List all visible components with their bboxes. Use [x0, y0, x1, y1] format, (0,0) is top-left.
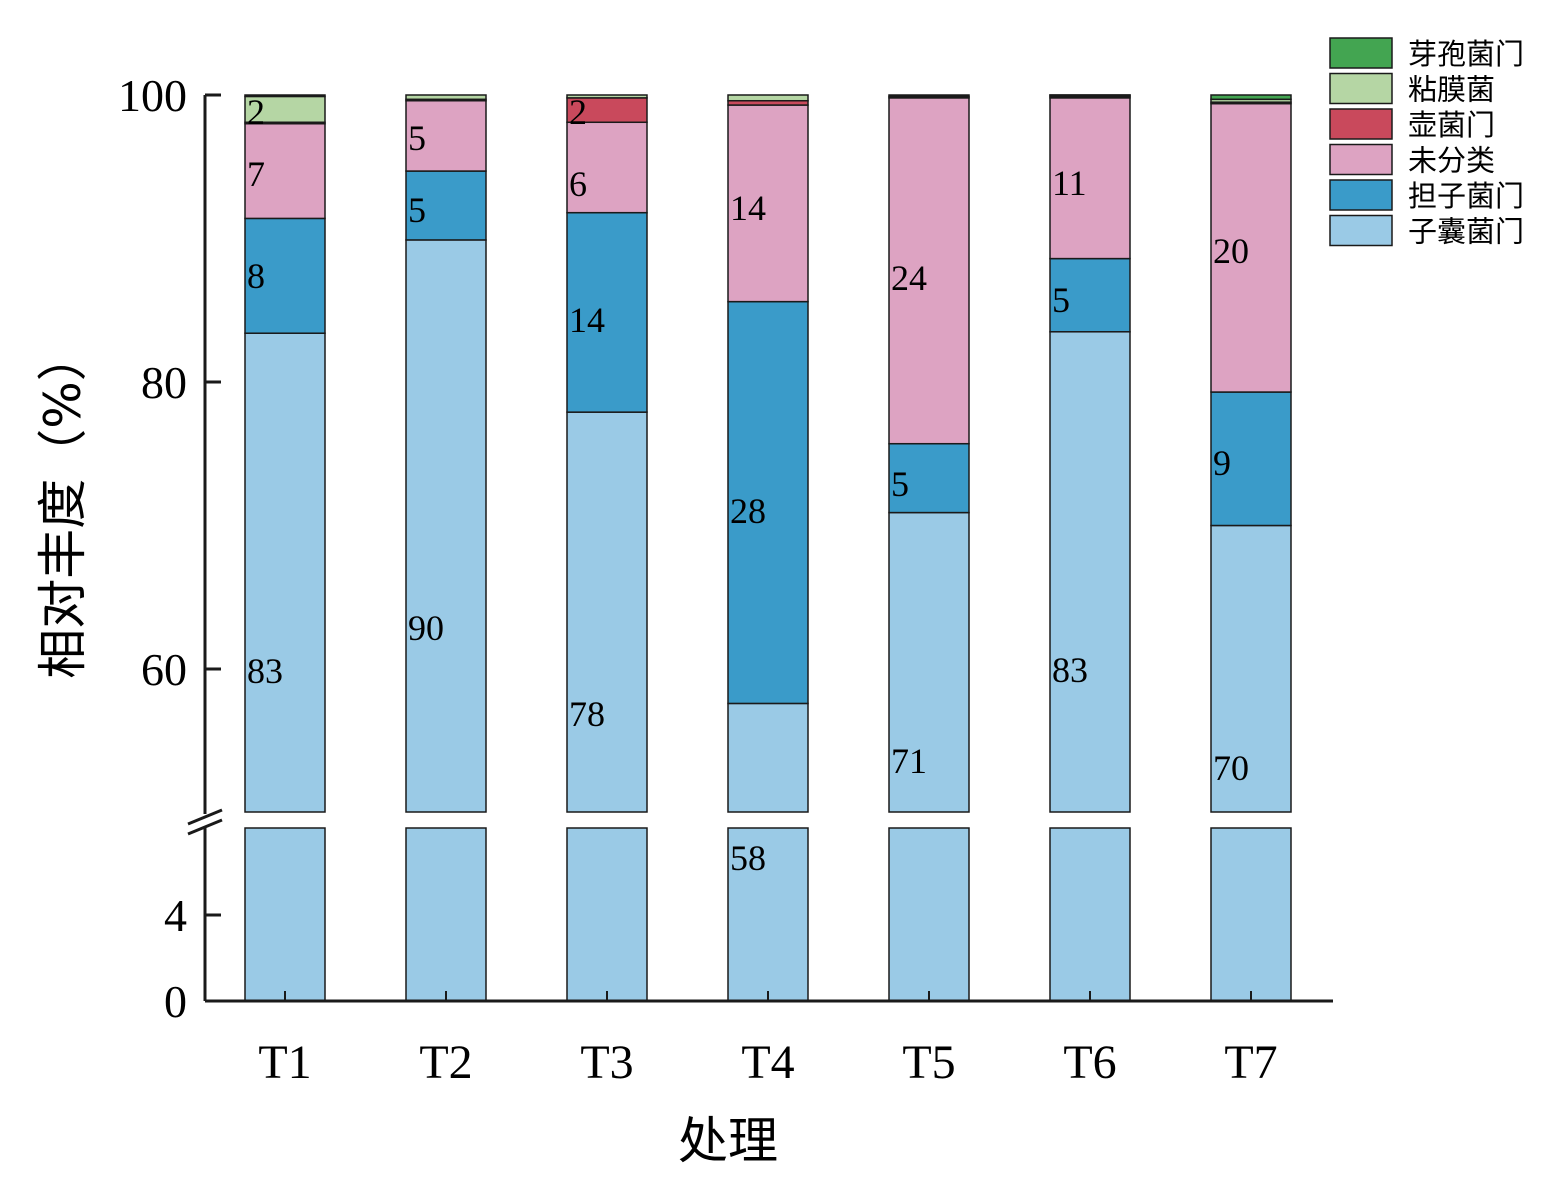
- bar-segment-lower-t7-0: [1210, 827, 1292, 1002]
- bar-label-t5-1: 5: [891, 464, 909, 504]
- bar-segment-lower-t5-0: [888, 827, 970, 1002]
- legend-label-0: 芽孢菌门: [1408, 37, 1524, 71]
- bar-segment-t3-2: [566, 121, 648, 214]
- y-tick-label-60: 60: [141, 644, 187, 695]
- bar-label-t1-4: 2: [247, 92, 265, 132]
- bar-segment-t5-2: [888, 97, 970, 445]
- bar-label-t5-2: 24: [891, 258, 927, 298]
- bar-segment-t7-1: [1210, 391, 1292, 527]
- x-tick-label-t1: T1: [258, 1036, 311, 1089]
- bar-segment-t4-4: [727, 94, 809, 102]
- axes-layer: 60 80 100 0 4 T1 T2 T3 T4 T5 T6 T7: [118, 70, 1333, 1089]
- bar-label-t7-2: 20: [1213, 231, 1249, 271]
- legend-swatch-0: [1329, 37, 1393, 69]
- bar-segment-t2-4: [405, 94, 487, 101]
- legend-label-5: 子囊菌门: [1408, 215, 1524, 249]
- bar-label-t4-1: 28: [730, 491, 766, 531]
- bar-label-t3-0: 78: [569, 694, 605, 734]
- bar-segment-t1-4: [244, 95, 326, 124]
- bar-label-t3-3: 2: [569, 92, 587, 132]
- legend-label-4: 担子菌门: [1408, 179, 1524, 213]
- bar-label-t6-1: 5: [1052, 280, 1070, 320]
- legend-label-2: 壶菌门: [1408, 108, 1495, 142]
- legend-label-1: 粘膜菌: [1408, 73, 1495, 107]
- bar-label-t6-0: 83: [1052, 650, 1088, 690]
- bar-segment-t4-0: [727, 702, 809, 813]
- bar-label-t1-1: 8: [247, 256, 265, 296]
- bar-label-t3-1: 14: [569, 300, 605, 340]
- bar-label-t6-2: 11: [1052, 163, 1087, 203]
- bar-segment-t6-5: [1049, 94, 1131, 97]
- bar-segment-t6-2: [1049, 97, 1131, 260]
- bar-segment-t7-5: [1210, 94, 1292, 101]
- x-tick-label-t5: T5: [902, 1036, 955, 1089]
- legend-label-3: 未分类: [1408, 144, 1495, 178]
- bar-segment-lower-t1-0: [244, 827, 326, 1002]
- bar-segment-t3-0: [566, 411, 648, 813]
- legend-swatch-2: [1329, 108, 1393, 140]
- bar-label-t4-0: 58: [730, 838, 766, 878]
- bar-label-t2-0: 90: [408, 608, 444, 648]
- bar-segment-t7-2: [1210, 102, 1292, 393]
- legend-swatch-3: [1329, 143, 1393, 176]
- legend-swatch-5: [1329, 214, 1393, 247]
- bar-segment-t7-0: [1210, 524, 1292, 813]
- x-tick-label-t6: T6: [1063, 1036, 1116, 1089]
- bar-segment-t1-5: [244, 94, 326, 98]
- bar-segment-lower-t3-0: [566, 827, 648, 1002]
- bars-layer: [244, 94, 1292, 1002]
- bar-label-t3-2: 6: [569, 164, 587, 204]
- legend-swatch-1: [1329, 72, 1393, 105]
- legend-swatch-4: [1329, 179, 1393, 211]
- bar-segment-t4-1: [727, 300, 809, 705]
- bar-label-t7-0: 70: [1213, 748, 1249, 788]
- y-axis-title: 相对丰度（%）: [34, 331, 92, 679]
- bar-labels-layer: 83 8 7 2 90 5 5 78 14 6 2 58 28 14 71 5 24 83 5 11 70 9 20: [247, 92, 1249, 878]
- x-tick-label-t4: T4: [741, 1036, 794, 1089]
- bar-label-t4-2: 14: [730, 188, 766, 228]
- bar-label-t2-2: 5: [408, 118, 426, 158]
- x-tick-label-t7: T7: [1224, 1036, 1277, 1089]
- bar-segment-lower-t2-0: [405, 827, 487, 1002]
- x-axis-title: 处理: [678, 1112, 778, 1170]
- axis-break-mark-2: [187, 818, 223, 836]
- bar-segment-t1-1: [244, 217, 326, 334]
- y-tick-label-100: 100: [118, 70, 187, 121]
- bar-segment-t5-4: [888, 94, 970, 98]
- bar-segment-lower-t4-0: [727, 827, 809, 1002]
- y-tick-label-80: 80: [141, 357, 187, 408]
- bar-label-t2-1: 5: [408, 190, 426, 230]
- bar-segment-t4-2: [727, 104, 809, 303]
- bar-segment-t3-4: [566, 94, 648, 99]
- bar-segment-t6-0: [1049, 331, 1131, 813]
- bar-segment-t1-2: [244, 122, 326, 220]
- bar-segment-t1-0: [244, 332, 326, 813]
- bar-label-t1-0: 83: [247, 651, 283, 691]
- x-tick-label-t3: T3: [580, 1036, 633, 1089]
- y-tick-label-4: 4: [164, 890, 187, 941]
- bar-segment-t3-3: [566, 97, 648, 124]
- bar-label-t7-1: 9: [1213, 443, 1231, 483]
- bar-segment-t2-0: [405, 239, 487, 813]
- y-tick-label-0: 0: [164, 976, 187, 1027]
- x-tick-label-t2: T2: [419, 1036, 472, 1089]
- bar-label-t1-2: 7: [247, 154, 265, 194]
- bar-segment-t5-0: [888, 511, 970, 813]
- bar-label-t5-0: 71: [891, 741, 927, 781]
- bar-segment-lower-t6-0: [1049, 827, 1131, 1002]
- axis-break-mark-1: [187, 808, 223, 826]
